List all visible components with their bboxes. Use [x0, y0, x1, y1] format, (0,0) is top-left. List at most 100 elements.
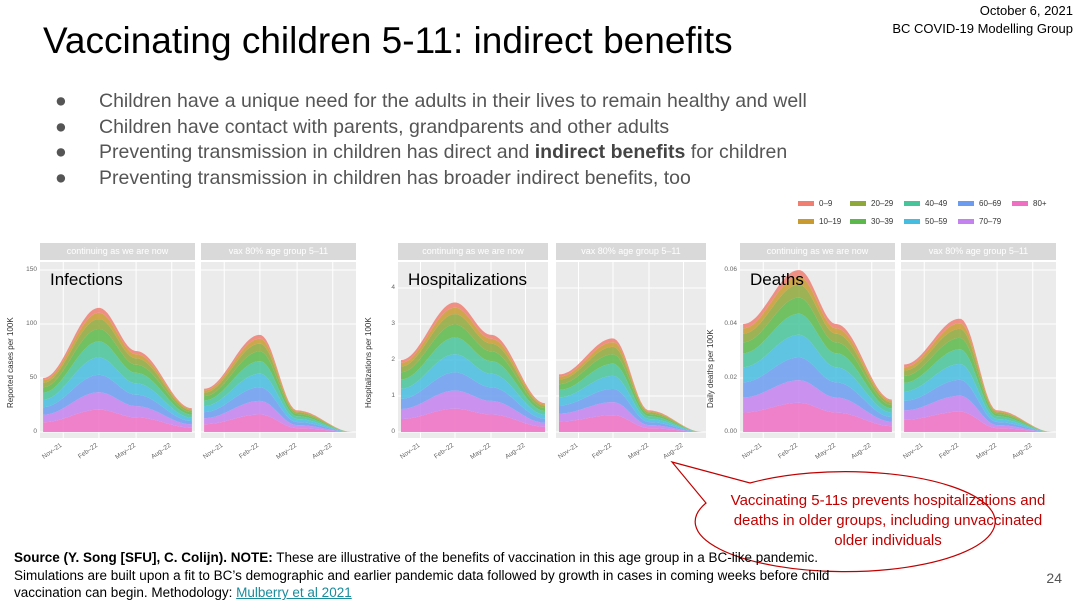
- legend-item: 40–49: [904, 199, 947, 208]
- y-tick-label: 0.06: [724, 266, 737, 273]
- chart-label: Deaths: [750, 270, 804, 289]
- area-band: [904, 328, 1053, 432]
- area-band: [43, 312, 192, 411]
- x-tick-label: Feb–22: [76, 442, 99, 461]
- x-tick-label: Feb–22: [432, 442, 456, 461]
- x-tick-label: Aug–22: [503, 442, 526, 461]
- bullet-dot-icon: ●: [55, 115, 67, 138]
- y-tick-label: 2: [391, 356, 395, 363]
- legend-swatch: [904, 201, 920, 206]
- area-band: [43, 319, 192, 413]
- chart-panel: [40, 262, 195, 438]
- x-tick-label: May–22: [114, 442, 138, 461]
- x-tick-label: Feb–22: [237, 442, 260, 461]
- area-band: [43, 307, 192, 410]
- area-band: [904, 337, 1053, 432]
- x-tick-label: Aug–22: [149, 442, 173, 461]
- callout-shape: [670, 460, 996, 573]
- area-band: [559, 354, 703, 432]
- x-tick-label: Nov–21: [41, 442, 64, 461]
- area-band: [904, 364, 1053, 432]
- area-band: [904, 411, 1053, 432]
- legend-label: 60–69: [979, 199, 1002, 208]
- chart-label: Hospitalizations: [408, 270, 528, 289]
- header-group: BC COVID-19 Modelling Group: [892, 21, 1073, 36]
- area-band: [43, 392, 192, 428]
- source-text: These are illustrative of the benefits o…: [14, 550, 830, 600]
- legend-swatch: [798, 201, 814, 206]
- area-band: [743, 313, 892, 413]
- area-band: [559, 415, 703, 432]
- area-band: [401, 390, 545, 427]
- area-band: [43, 341, 192, 418]
- area-band: [204, 343, 353, 432]
- bullet-text: Preventing transmission in children has …: [99, 166, 691, 189]
- y-tick-label: 3: [391, 320, 395, 327]
- y-axis-title: Daily deaths per 100K: [706, 329, 715, 408]
- area-band: [401, 337, 545, 415]
- bullet-list: ● Children have a unique need for the adu…: [55, 89, 807, 191]
- chart-panel: [740, 262, 895, 438]
- area-band: [743, 402, 892, 432]
- y-tick-label: 0.04: [724, 320, 737, 327]
- panel-background: [556, 262, 706, 438]
- legend-label: 30–39: [871, 217, 894, 226]
- bullet-text: Children have a unique need for the adul…: [99, 90, 807, 112]
- area-band: [43, 329, 192, 415]
- area-band: [559, 389, 703, 432]
- legend-label: 10–19: [819, 217, 842, 226]
- y-tick-label: 0: [33, 428, 37, 435]
- chart-panel: [556, 262, 706, 438]
- chart-label: Infections: [50, 270, 123, 289]
- panel-strip-title: vax 80% age group 5–11: [901, 243, 1056, 260]
- legend-item: 10–19: [798, 217, 841, 226]
- x-tick-label: Nov–21: [556, 442, 579, 461]
- bullet-dot-icon: ●: [55, 166, 67, 189]
- x-tick-label: Aug–22: [310, 442, 334, 461]
- area-band: [204, 338, 353, 432]
- area-band: [743, 284, 892, 406]
- x-tick-label: Feb–22: [590, 442, 614, 461]
- y-tick-label: 4: [391, 284, 395, 291]
- panel-background: [201, 262, 356, 438]
- area-band: [904, 318, 1053, 432]
- area-band: [401, 372, 545, 423]
- bullet-dot-icon: ●: [55, 90, 67, 112]
- panel-strip-title: continuing as we are now: [740, 243, 895, 260]
- panel-background: [901, 262, 1056, 438]
- legend-item: 70–79: [958, 217, 1001, 226]
- methodology-link[interactable]: Mulberry et al 2021: [236, 585, 352, 600]
- y-tick-label: 0.02: [724, 374, 737, 381]
- area-band: [743, 270, 892, 401]
- chart-panel: [901, 262, 1056, 438]
- legend-swatch: [958, 219, 974, 224]
- legend-swatch: [850, 219, 866, 224]
- x-tick-label: May–22: [275, 442, 299, 461]
- legend-label: 40–49: [925, 199, 948, 208]
- bullet-text: Preventing transmission in children has …: [99, 141, 535, 164]
- panel-strip-title: continuing as we are now: [398, 243, 548, 260]
- area-band: [743, 357, 892, 422]
- area-band: [401, 307, 545, 406]
- y-tick-label: 1: [391, 392, 395, 399]
- area-band: [559, 402, 703, 432]
- x-tick-label: Nov–21: [398, 442, 421, 461]
- area-band: [204, 373, 353, 432]
- legend-swatch: [1012, 201, 1028, 206]
- panel-background: [398, 262, 548, 438]
- y-tick-label: 0: [391, 428, 395, 435]
- legend-label: 50–59: [925, 217, 948, 226]
- page-number: 24: [1046, 570, 1062, 586]
- chart-panel: [201, 262, 356, 438]
- area-band: [559, 363, 703, 432]
- area-band: [204, 400, 353, 432]
- y-axis-title: Reported cases per 100K: [6, 317, 15, 408]
- legend-item: 20–29: [850, 199, 893, 208]
- area-band: [401, 302, 545, 405]
- source-note: Source (Y. Song [SFU], C. Colijn). NOTE:…: [14, 549, 834, 602]
- area-band: [904, 349, 1053, 432]
- legend-label: 80+: [1033, 199, 1047, 208]
- legend-label: 20–29: [871, 199, 894, 208]
- legend-label: 70–79: [979, 217, 1002, 226]
- area-band: [743, 297, 892, 409]
